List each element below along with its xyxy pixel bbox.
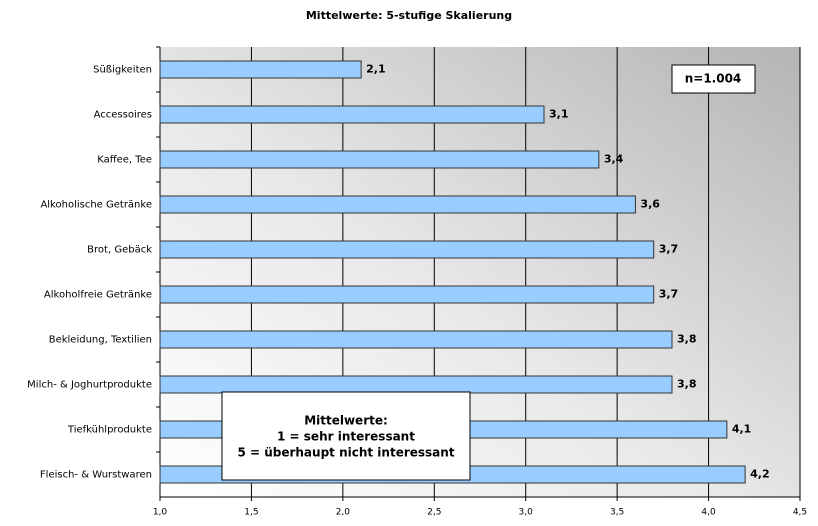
y-tick-label: Milch- & Joghurtprodukte — [27, 380, 152, 391]
value-label: 4,2 — [750, 468, 770, 481]
annotation: Mittelwerte: — [304, 414, 388, 428]
x-tick-label: 3,0 — [519, 508, 534, 518]
bar — [159, 60, 362, 79]
y-tick-label: Alkoholfreie Getränke — [44, 290, 152, 301]
value-label: 3,1 — [549, 108, 569, 121]
x-tick-label: 1,0 — [153, 508, 168, 518]
y-tick-label: Süßigkeiten — [93, 65, 152, 76]
value-label: 2,1 — [366, 63, 386, 76]
x-tick-label: 4,0 — [701, 508, 716, 518]
bar — [159, 240, 655, 259]
bar — [159, 105, 545, 124]
bar — [159, 195, 636, 214]
x-tick-label: 2,5 — [427, 508, 441, 518]
annotation-box — [671, 64, 756, 94]
bar — [159, 150, 600, 169]
annotation-box — [221, 391, 471, 481]
y-tick-label: Tiefkühlprodukte — [67, 425, 152, 436]
y-tick-label: Alkoholische Getränke — [40, 200, 152, 211]
value-label: 3,7 — [659, 243, 679, 256]
value-label: 3,8 — [677, 333, 697, 346]
annotation: 5 = überhaupt nicht interessant — [237, 446, 454, 460]
value-label: 3,4 — [604, 153, 624, 166]
y-tick-label: Brot, Gebäck — [87, 245, 152, 256]
y-tick-label: Kaffee, Tee — [97, 155, 152, 166]
x-tick-label: 3,5 — [610, 508, 624, 518]
value-label: 4,1 — [732, 423, 752, 436]
value-label: 3,8 — [677, 378, 697, 391]
x-tick-label: 1,5 — [244, 508, 258, 518]
bar — [159, 285, 655, 304]
value-label: 3,6 — [640, 198, 660, 211]
annotation: 1 = sehr interessant — [277, 430, 415, 444]
chart-title: Mittelwerte: 5-stufige Skalierung — [306, 9, 512, 22]
value-label: 3,7 — [659, 288, 679, 301]
bar — [159, 375, 673, 394]
annotation: n=1.004 — [685, 72, 742, 86]
x-tick-label: 4,5 — [793, 508, 807, 518]
y-tick-label: Accessoires — [94, 110, 152, 121]
y-tick-label: Fleisch- & Wurstwaren — [40, 470, 152, 481]
x-tick-label: 2,0 — [336, 508, 351, 518]
bar — [159, 330, 673, 349]
y-tick-label: Bekleidung, Textilien — [49, 335, 152, 346]
